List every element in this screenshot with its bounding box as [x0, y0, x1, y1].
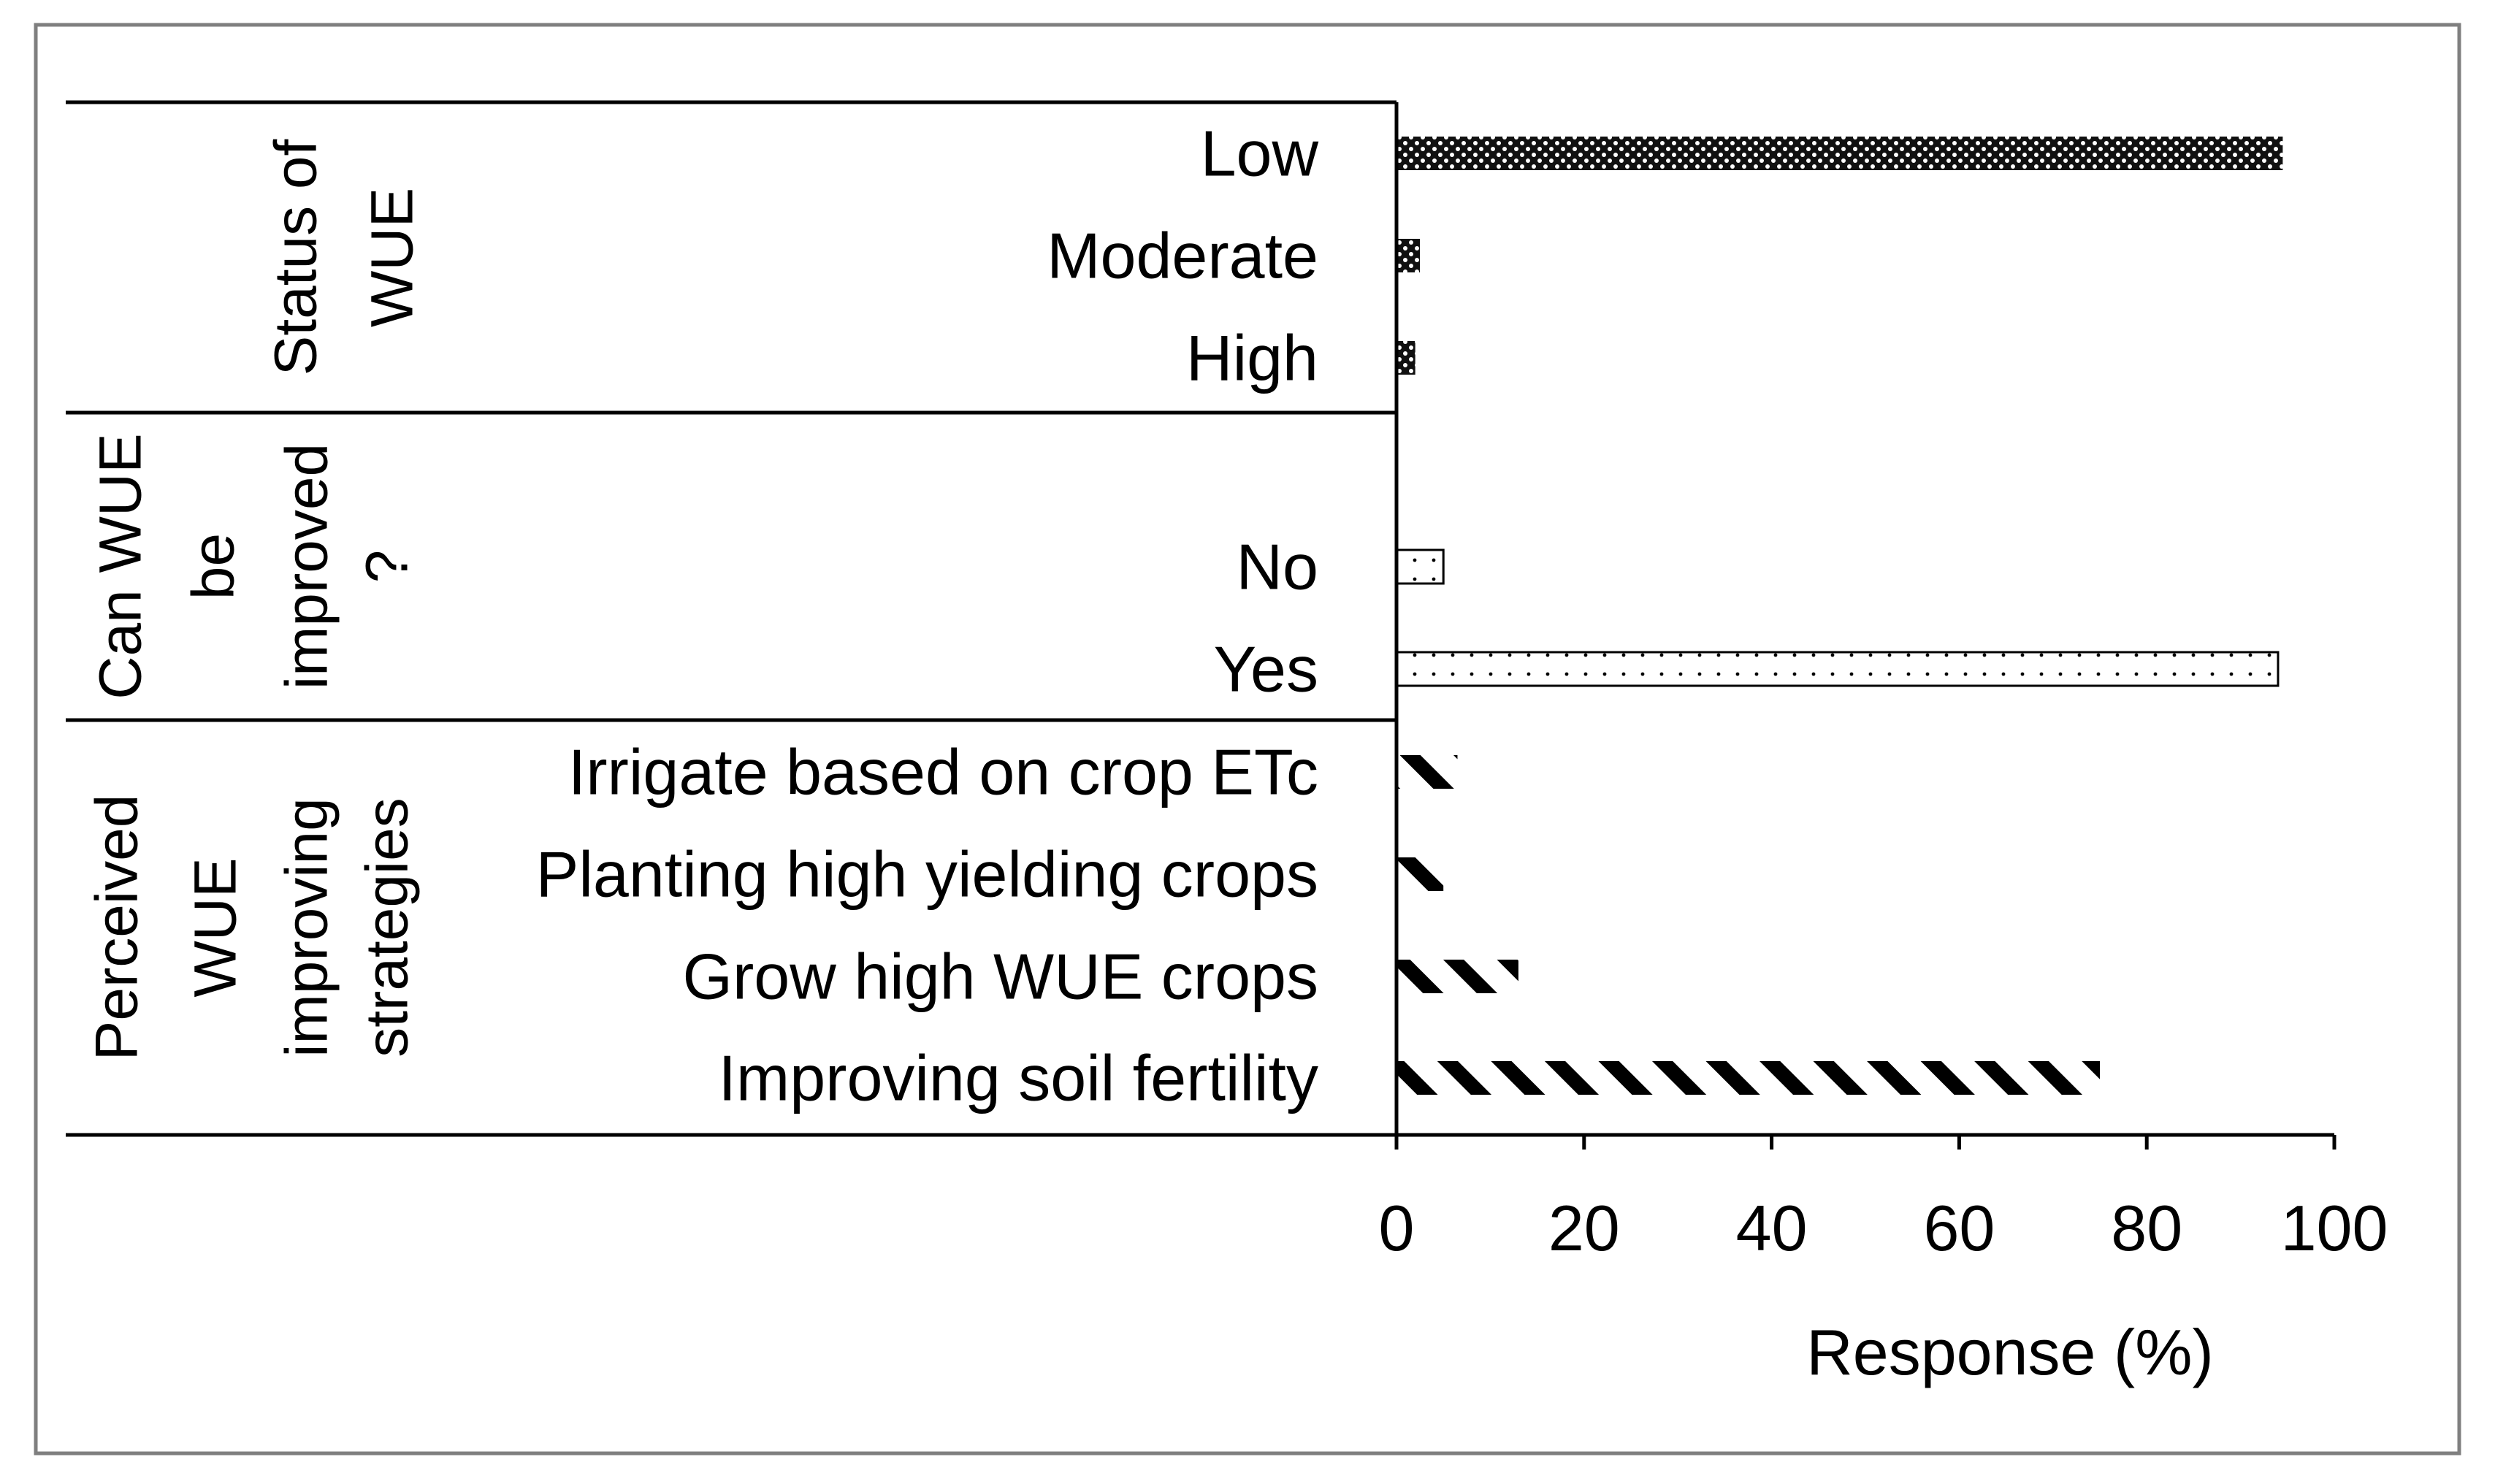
bar	[1396, 1061, 2100, 1095]
x-tick-label: 80	[2111, 1192, 2182, 1264]
category-label: Improving soil fertility	[718, 1042, 1318, 1114]
x-axis-ticks: 0 20 40 60 80 100	[1379, 1135, 2388, 1264]
bar	[1395, 651, 2280, 687]
group-label-line: improving	[274, 798, 340, 1057]
table-lines	[66, 100, 2334, 1150]
x-tick-label: 60	[1923, 1192, 1995, 1264]
group-label-line: WUE	[183, 857, 249, 997]
x-tick-label: 100	[2281, 1192, 2388, 1264]
bar	[1396, 755, 1458, 789]
group-label-line: improved	[274, 443, 340, 689]
bar	[1396, 857, 1444, 891]
x-tick-label: 0	[1379, 1192, 1415, 1264]
bar	[1396, 960, 1518, 993]
x-axis-title: Response (%)	[1806, 1316, 2214, 1388]
category-label: Planting high yielding crops	[536, 838, 1318, 911]
bars	[1395, 137, 2283, 1095]
group-label-line: Perceived	[84, 795, 150, 1061]
group-label-line: Can WUE	[88, 433, 154, 700]
category-label: Moderate	[1047, 220, 1318, 292]
category-label: Low	[1201, 118, 1319, 190]
bar	[1396, 137, 2283, 170]
group-label-line: Status of	[263, 139, 329, 375]
chart-frame	[34, 23, 2461, 1456]
group-label-line: WUE	[359, 188, 426, 327]
bar	[1395, 548, 1445, 585]
group-labels: Status of WUE Can WUE be improved ? Perceived W…	[84, 139, 426, 1060]
category-label: Yes	[1213, 633, 1318, 705]
category-label: Grow high WUE crops	[683, 941, 1318, 1013]
bar	[1396, 239, 1421, 272]
x-tick-label: 20	[1548, 1192, 1620, 1264]
category-label: Irrigate based on crop ETc	[568, 736, 1318, 808]
category-label: No	[1237, 531, 1319, 603]
bar	[1396, 341, 1415, 375]
x-tick-label: 40	[1736, 1192, 1808, 1264]
group-label-line: be	[180, 533, 247, 600]
group-label-line: ?	[354, 550, 421, 584]
category-labels: Low Moderate High No Yes Irrigate based on cr…	[536, 118, 1319, 1114]
category-label: High	[1186, 322, 1318, 394]
group-label-line: strategies	[354, 798, 421, 1057]
